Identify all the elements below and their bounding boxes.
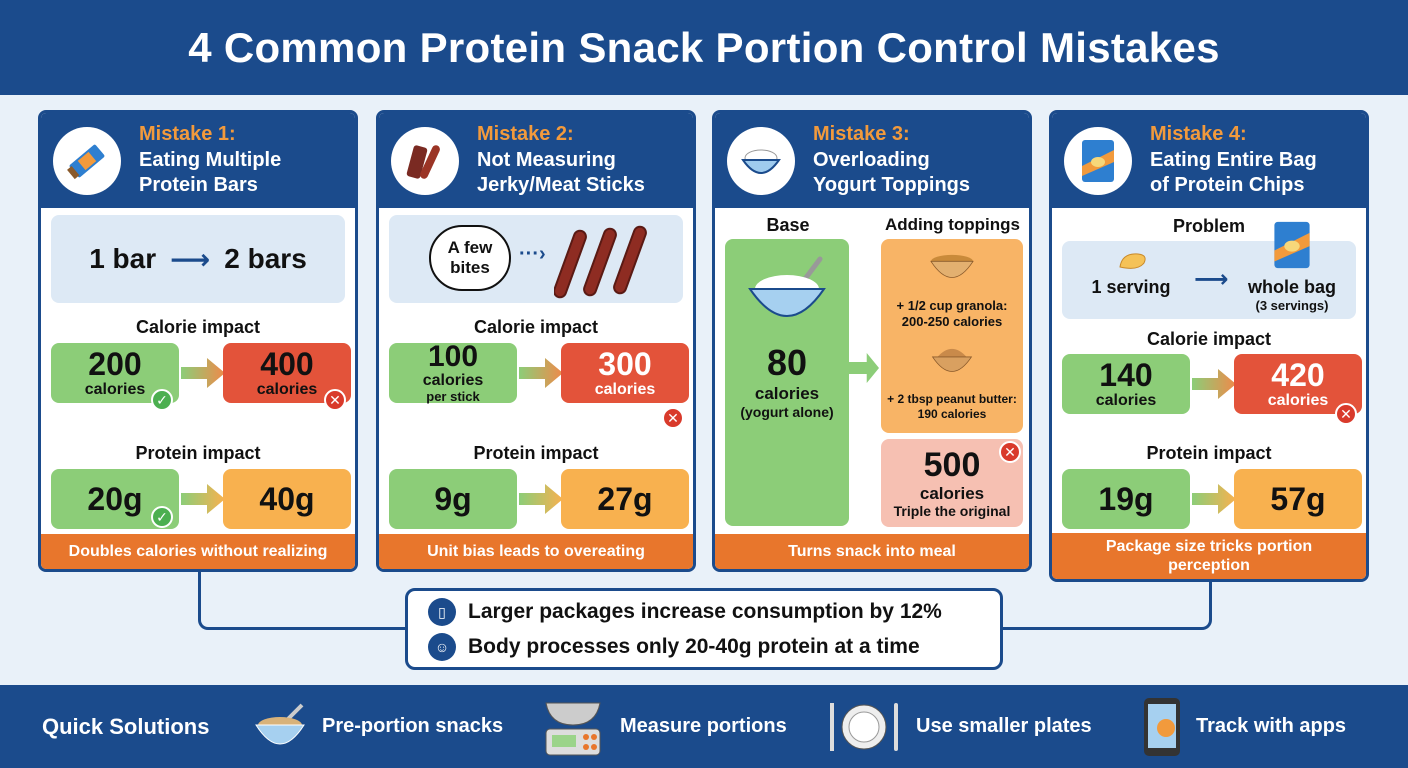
problem-box: 1 serving ⟶ whole bag (3 servings) xyxy=(1062,221,1356,319)
title-band: 4 Common Protein Snack Portion Control M… xyxy=(0,0,1408,95)
problem-to: whole bag xyxy=(1247,277,1336,297)
mistake-number: Mistake 3: xyxy=(813,123,910,145)
problem-box: A few bites ···› xyxy=(389,215,683,303)
protein-impact-label: Protein impact xyxy=(473,443,599,463)
fact-item: ▯ Larger packages increase consumption by… xyxy=(428,597,942,627)
solution-item: Pre-portion snacks xyxy=(252,685,503,768)
card-footer: Unit bias leads to overeating xyxy=(379,534,693,569)
x-icon: ✕ xyxy=(999,441,1021,463)
x-icon: ✕ xyxy=(324,389,346,411)
arrow-icon xyxy=(1192,484,1236,514)
card-header: Mistake 2: Not Measuring Jerky/Meat Stick… xyxy=(379,113,693,208)
card-footer: Doubles calories without realizing xyxy=(41,534,355,569)
problem-from: 1 serving xyxy=(1091,277,1171,297)
chip-icon xyxy=(1119,253,1146,269)
mistake-number: Mistake 2: xyxy=(477,123,574,145)
calorie-impact-label: Calorie impact xyxy=(1146,329,1272,349)
dotted-arrow-icon: ···› xyxy=(519,243,546,265)
calorie-impact-label: Calorie impact xyxy=(135,317,261,337)
arrow-right-icon: ⟶ xyxy=(1194,266,1229,293)
package-icon: ▯ xyxy=(428,598,456,626)
speech-bubble: A few bites xyxy=(429,225,511,291)
arrow-icon xyxy=(849,353,879,383)
mistake-card-2: Mistake 2: Not Measuring Jerky/Meat Stick… xyxy=(376,110,696,572)
mistake-card-4: Mistake 4: Eating Entire Bag of Protein C… xyxy=(1049,110,1369,582)
mistake-title: Eating Multiple Protein Bars xyxy=(139,149,282,196)
solution-item: Use smaller plates xyxy=(826,685,1092,768)
protein-before: 19g xyxy=(1062,469,1190,529)
problem-from: 1 bar xyxy=(89,243,157,274)
arrow-icon xyxy=(519,484,563,514)
mistake-title: Eating Entire Bag of Protein Chips xyxy=(1150,149,1317,196)
peanut-butter-icon xyxy=(931,348,973,372)
arrow-icon xyxy=(181,358,225,388)
protein-bar-icon xyxy=(53,127,121,195)
quick-solutions-label: Quick Solutions xyxy=(42,713,210,739)
mistake-card-1: Mistake 1: Eating Multiple Protein Bars 1… xyxy=(38,110,358,572)
card-footer: Turns snack into meal xyxy=(715,534,1029,569)
mistake-title: Not Measuring Jerky/Meat Sticks xyxy=(477,149,645,196)
yogurt-icon xyxy=(727,127,795,195)
arrow-icon xyxy=(1192,369,1236,399)
protein-impact-label: Protein impact xyxy=(135,443,261,463)
meat-sticks-icon xyxy=(554,225,647,299)
problem-to-sub: (3 servings) xyxy=(1255,298,1329,313)
solution-item: Measure portions xyxy=(540,685,787,768)
protein-after: 57g xyxy=(1234,469,1362,529)
protein-impact-label: Protein impact xyxy=(1146,443,1272,463)
problem-label: Problem xyxy=(1172,216,1246,236)
check-icon: ✓ xyxy=(151,389,173,411)
toppings-box: + 1/2 cup granola: 200-250 calories + 2 … xyxy=(881,239,1023,433)
phone-app-icon xyxy=(1144,697,1180,756)
yogurt-bowl-icon xyxy=(748,256,826,317)
card-footer: Package size tricks portion perception xyxy=(1052,533,1366,579)
jerky-icon xyxy=(391,127,459,195)
card-header: Mistake 4: Eating Entire Bag of Protein C… xyxy=(1052,113,1366,208)
granola-bowl-icon xyxy=(930,254,974,278)
calorie-before: 100 calories per stick xyxy=(389,342,517,404)
body-icon: ☺ xyxy=(428,633,456,661)
solution-item: Track with apps xyxy=(1142,685,1346,768)
kitchen-scale-icon xyxy=(545,702,601,755)
calorie-impact-label: Calorie impact xyxy=(473,317,599,337)
plate-utensils-icon xyxy=(830,702,898,751)
mistake-card-3: Mistake 3: Overloading Yogurt Toppings Ba… xyxy=(712,110,1032,572)
arrow-icon xyxy=(519,358,563,388)
base-box: 80 calories (yogurt alone) xyxy=(725,239,849,526)
x-icon: ✕ xyxy=(662,407,684,429)
x-icon: ✕ xyxy=(1335,403,1357,425)
connector-right xyxy=(1000,582,1212,630)
problem-box: 1 bar ⟶ 2 bars xyxy=(51,215,345,303)
quick-solutions-band: Quick Solutions Pre-portion snacks Measu… xyxy=(0,685,1408,768)
calorie-before: 140 calories xyxy=(1062,354,1190,414)
connector-left xyxy=(198,572,408,630)
check-icon: ✓ xyxy=(151,506,173,528)
protein-after: 27g xyxy=(561,469,689,529)
fact-item: ☺ Body processes only 20-40g protein at a… xyxy=(428,632,920,662)
arrow-icon xyxy=(181,484,225,514)
total-box: 500 calories Triple the original xyxy=(881,439,1023,527)
card-header: Mistake 3: Overloading Yogurt Toppings xyxy=(715,113,1029,208)
calorie-after: 300 calories xyxy=(561,343,689,403)
chips-bag-icon xyxy=(1064,127,1132,195)
base-label: Base xyxy=(766,215,810,235)
card-header: Mistake 1: Eating Multiple Protein Bars xyxy=(41,113,355,208)
chips-bag-icon xyxy=(1274,221,1310,269)
arrow-right-icon: ⟶ xyxy=(170,243,211,275)
mistake-title: Overloading Yogurt Toppings xyxy=(813,149,971,196)
protein-after: 40g xyxy=(223,469,351,529)
toppings-label: Adding toppings xyxy=(884,215,1021,234)
protein-before: 9g xyxy=(389,469,517,529)
key-facts-box: ▯ Larger packages increase consumption by… xyxy=(405,588,1003,670)
mistake-number: Mistake 1: xyxy=(139,123,236,145)
bowl-icon xyxy=(255,703,305,744)
problem-to: 2 bars xyxy=(224,243,307,274)
mistake-number: Mistake 4: xyxy=(1150,123,1247,145)
page-title: 4 Common Protein Snack Portion Control M… xyxy=(188,23,1220,71)
